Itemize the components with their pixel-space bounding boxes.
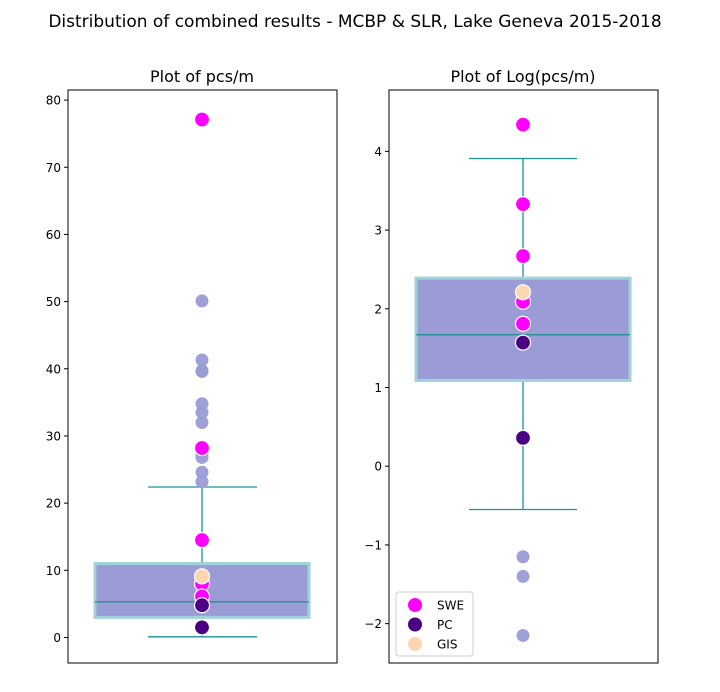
right-ytick-label: 0 — [374, 460, 382, 474]
left-ytick-label: 80 — [46, 94, 61, 108]
legend-marker-swe — [407, 597, 423, 613]
right-outlier-point — [516, 628, 530, 642]
right-swe-point — [514, 116, 532, 133]
legend-label-gis: GIS — [437, 638, 457, 652]
right-pc-point — [514, 429, 532, 446]
right-swe-point — [514, 315, 532, 332]
right-swe-point — [514, 247, 532, 265]
right-chart-title: Plot of Log(pcs/m) — [450, 67, 595, 86]
right-outlier-point — [516, 550, 530, 564]
left-outlier-point — [195, 465, 209, 479]
left-chart-panel: Plot of pcs/m 0 10 20 30 40 50 60 70 80 — [46, 67, 338, 664]
left-outlier-point — [195, 364, 209, 378]
left-ytick-label: 10 — [46, 564, 61, 578]
left-outlier-point — [195, 294, 209, 308]
legend-marker-pc — [407, 616, 423, 633]
figure-title: Distribution of combined results - MCBP … — [48, 12, 661, 32]
left-swe-point — [193, 439, 211, 457]
legend-marker-gis — [407, 636, 423, 652]
left-pc-point — [193, 597, 211, 614]
legend-label-pc: PC — [437, 618, 453, 632]
left-outlier-point — [195, 353, 209, 367]
left-pc-point — [193, 619, 211, 636]
left-ytick-label: 0 — [53, 631, 61, 645]
left-ytick-label: 60 — [46, 228, 61, 242]
left-swe-point — [193, 111, 211, 128]
right-outlier-point — [516, 569, 530, 583]
right-chart-panel: Plot of Log(pcs/m) −2 −1 0 1 2 3 4 — [364, 67, 659, 664]
left-chart-title: Plot of pcs/m — [150, 67, 254, 86]
left-ytick-label: 40 — [46, 362, 61, 376]
left-gis-point — [193, 568, 211, 585]
left-outlier-point — [195, 416, 209, 430]
right-ytick-label: 1 — [374, 381, 382, 395]
right-gis-point — [514, 284, 532, 301]
left-outlier-point — [195, 475, 209, 489]
left-ytick-label: 20 — [46, 497, 61, 511]
right-swe-point — [514, 196, 532, 213]
right-ytick-label: −2 — [364, 617, 382, 631]
right-pc-point — [514, 334, 532, 351]
right-ytick-label: 4 — [374, 145, 382, 159]
legend: SWE PC GIS — [395, 591, 474, 657]
right-axes-frame — [388, 89, 659, 664]
left-outlier-point — [195, 397, 209, 411]
left-ytick-label: 30 — [46, 429, 61, 443]
left-swe-point — [193, 531, 211, 549]
left-ytick-label: 50 — [46, 295, 61, 309]
left-ytick-label: 70 — [46, 161, 61, 175]
left-axes-frame — [67, 89, 338, 664]
right-ytick-label: −1 — [364, 538, 382, 552]
legend-label-swe: SWE — [437, 599, 464, 613]
right-ytick-label: 3 — [374, 224, 382, 238]
right-ytick-label: 2 — [374, 302, 382, 316]
